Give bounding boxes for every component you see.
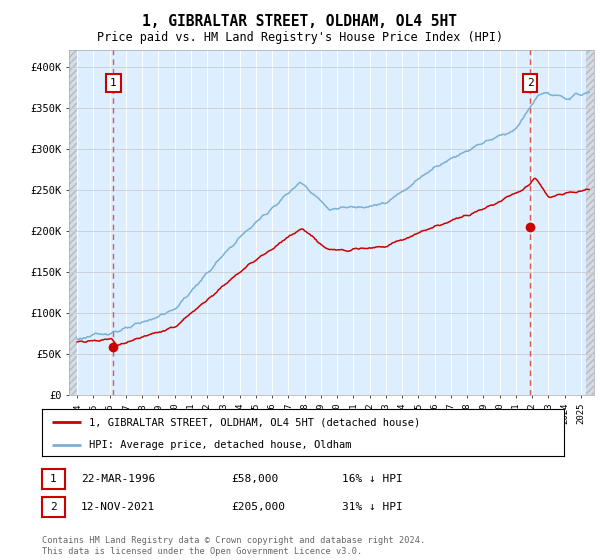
Text: 2: 2 [527,78,533,88]
Text: 1: 1 [50,474,57,484]
Bar [69,50,77,395]
Text: HPI: Average price, detached house, Oldham: HPI: Average price, detached house, Oldh… [89,440,352,450]
Text: 16% ↓ HPI: 16% ↓ HPI [342,474,403,484]
Text: Contains HM Land Registry data © Crown copyright and database right 2024.
This d: Contains HM Land Registry data © Crown c… [42,536,425,556]
Text: 2: 2 [50,502,57,512]
Text: Price paid vs. HM Land Registry's House Price Index (HPI): Price paid vs. HM Land Registry's House … [97,31,503,44]
Text: 1, GIBRALTAR STREET, OLDHAM, OL4 5HT: 1, GIBRALTAR STREET, OLDHAM, OL4 5HT [143,14,458,29]
Text: 1: 1 [110,78,117,88]
Text: 12-NOV-2021: 12-NOV-2021 [81,502,155,512]
Text: £205,000: £205,000 [231,502,285,512]
Text: 31% ↓ HPI: 31% ↓ HPI [342,502,403,512]
Bar [586,50,594,395]
Text: £58,000: £58,000 [231,474,278,484]
Text: 22-MAR-1996: 22-MAR-1996 [81,474,155,484]
Text: 1, GIBRALTAR STREET, OLDHAM, OL4 5HT (detached house): 1, GIBRALTAR STREET, OLDHAM, OL4 5HT (de… [89,417,420,427]
